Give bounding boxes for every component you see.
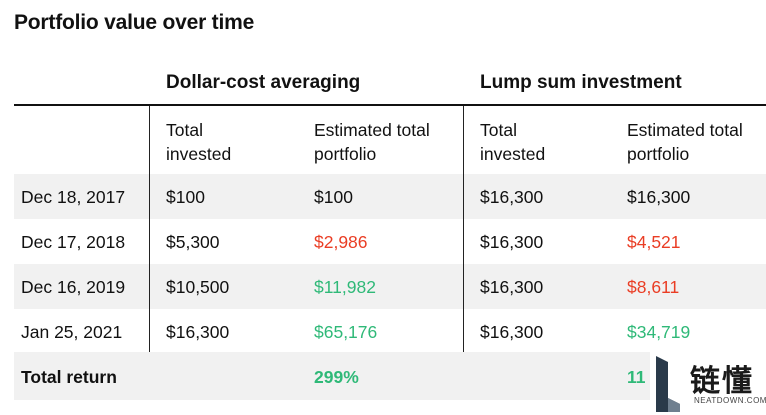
lump-invested-value: $16,300 bbox=[480, 187, 544, 207]
total-return-label: Total return bbox=[21, 367, 117, 387]
table-row: Dec 17, 2018 $5,300 $2,986 $16,300 $4,52… bbox=[14, 219, 766, 264]
column-header-row: Total invested Estimated total portfolio… bbox=[14, 106, 766, 174]
dca-invested-value: $100 bbox=[166, 187, 205, 207]
dca-portfolio-value: $65,176 bbox=[314, 322, 378, 342]
col-lump-portfolio-header: Estimated total portfolio bbox=[627, 120, 743, 164]
total-return-row: Total return 299% 11 bbox=[14, 352, 766, 400]
dca-invested-value: $5,300 bbox=[166, 232, 220, 252]
lump-portfolio-value: $8,611 bbox=[627, 277, 680, 297]
dca-total-return-value: 299% bbox=[314, 367, 359, 387]
lump-portfolio-value: $34,719 bbox=[627, 322, 691, 342]
lump-portfolio-value: $16,300 bbox=[627, 187, 691, 207]
dca-portfolio-value: $100 bbox=[314, 187, 353, 207]
column-divider-dates bbox=[149, 106, 150, 352]
row-date: Dec 17, 2018 bbox=[21, 232, 126, 252]
watermark-chinese-text: 链懂 bbox=[690, 364, 754, 399]
row-date: Jan 25, 2021 bbox=[21, 322, 123, 342]
row-date: Dec 16, 2019 bbox=[21, 277, 126, 297]
col-dca-invested-header: Total invested bbox=[166, 120, 232, 164]
lump-invested-value: $16,300 bbox=[480, 277, 544, 297]
table-row: Dec 18, 2017 $100 $100 $16,300 $16,300 bbox=[14, 174, 766, 219]
row-date: Dec 18, 2017 bbox=[21, 187, 126, 207]
dca-invested-value: $16,300 bbox=[166, 322, 230, 342]
table-row: Dec 16, 2019 $10,500 $11,982 $16,300 $8,… bbox=[14, 264, 766, 309]
col-lump-invested-header: Total invested bbox=[480, 120, 546, 164]
logo-l-mark-icon bbox=[656, 356, 680, 412]
table-row: Jan 25, 2021 $16,300 $65,176 $16,300 $34… bbox=[14, 309, 766, 352]
lump-invested-value: $16,300 bbox=[480, 232, 544, 252]
lump-total-return-value: 11 bbox=[627, 367, 646, 387]
dca-portfolio-value: $2,986 bbox=[314, 232, 368, 252]
watermark-english-text: NEATDOWN.COM bbox=[694, 396, 766, 405]
dca-invested-value: $10,500 bbox=[166, 277, 230, 297]
group-header-lump-sum: Lump sum investment bbox=[480, 72, 682, 93]
dca-portfolio-value: $11,982 bbox=[314, 277, 376, 297]
page-title: Portfolio value over time bbox=[14, 11, 255, 34]
lump-portfolio-value: $4,521 bbox=[627, 232, 681, 252]
col-dca-portfolio-header: Estimated total portfolio bbox=[314, 120, 430, 164]
lump-invested-value: $16,300 bbox=[480, 322, 544, 342]
group-header-dca: Dollar-cost averaging bbox=[166, 72, 361, 93]
column-divider-groups bbox=[463, 106, 464, 352]
watermark-logo: 链懂 NEATDOWN.COM bbox=[650, 352, 766, 415]
table-top-rule bbox=[14, 104, 766, 106]
